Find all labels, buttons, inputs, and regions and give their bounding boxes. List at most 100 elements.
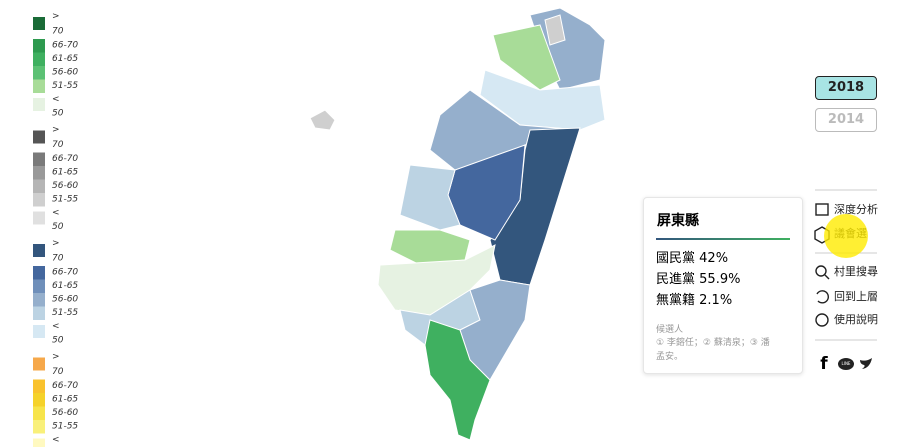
legend-label: < xyxy=(52,322,60,332)
icon xyxy=(815,265,827,277)
legend-swatch xyxy=(33,66,45,80)
candidates-label: 候選人 xyxy=(656,325,684,335)
result-row: 無黨籍 2.1% xyxy=(656,290,740,311)
legend-label: 51-55 xyxy=(52,195,78,205)
legend-swatch xyxy=(33,179,45,193)
info-card: 屏東縣 國民黨 42% 民進黨 55.9% 無黨籍 2.1% 候選人 ① 李鎔任；②… xyxy=(643,197,803,374)
menu-icons xyxy=(814,203,830,327)
county[interactable] xyxy=(309,109,336,131)
legend-swatch xyxy=(33,438,45,447)
legend-swatch xyxy=(33,420,45,434)
county[interactable] xyxy=(544,14,566,46)
counties xyxy=(309,7,606,441)
candidate-line: 孟安。 xyxy=(656,352,684,362)
legend-swatch xyxy=(33,39,45,53)
legend-swatch xyxy=(33,379,45,393)
legend-label: 66-70 xyxy=(52,154,78,164)
card-rule xyxy=(656,238,790,240)
year-button[interactable]: 2014 xyxy=(815,108,877,132)
year-button[interactable]: 2018 xyxy=(815,76,877,100)
county[interactable] xyxy=(424,319,491,441)
county[interactable] xyxy=(389,229,471,266)
legend-swatch xyxy=(33,211,45,225)
legend-label: < xyxy=(52,95,60,105)
legend-label: 50 xyxy=(52,336,64,346)
result-row: 民進黨 55.9% xyxy=(656,269,740,290)
result-row: 國民黨 42% xyxy=(656,248,740,269)
menu-item[interactable]: 村里搜尋 xyxy=(834,264,878,278)
legend-swatch xyxy=(33,52,45,66)
legend-label: 66-70 xyxy=(52,41,78,51)
county[interactable] xyxy=(399,164,461,231)
icon xyxy=(816,290,829,304)
candidate-line: ① 李鎔任；② 蘇清泉；③ 潘 xyxy=(656,338,770,348)
legend-label: 56-60 xyxy=(52,181,78,191)
legend-label: 66-70 xyxy=(52,381,78,391)
legend-swatch xyxy=(33,279,45,293)
legend-swatch xyxy=(33,244,45,257)
legend-label: 61-65 xyxy=(52,281,78,291)
legend-label: 50 xyxy=(52,109,64,119)
menu-item[interactable]: 使用說明 xyxy=(834,312,878,326)
legend-label: 51-55 xyxy=(52,81,78,91)
twitter-icon[interactable] xyxy=(860,358,872,369)
legend-label: 51-55 xyxy=(52,308,78,318)
card-title: 屏東縣 xyxy=(657,213,699,229)
candidates: ① 李鎔任；② 蘇清泉；③ 潘孟安。 xyxy=(656,336,770,364)
legend-label: 70 xyxy=(52,140,64,150)
share: 2.1% xyxy=(699,293,733,308)
icon xyxy=(815,203,829,216)
legend-label: 66-70 xyxy=(52,268,78,278)
party: 無黨籍 xyxy=(656,293,696,308)
county[interactable] xyxy=(492,24,561,91)
share: 42% xyxy=(699,251,729,266)
share: 55.9% xyxy=(699,272,741,287)
menu-item[interactable]: 回到上層 xyxy=(834,290,878,303)
legend-label: < xyxy=(52,208,60,218)
line-icon-text: LINE xyxy=(842,361,851,366)
legend-swatch xyxy=(33,193,45,207)
legend-label: 50 xyxy=(52,222,64,232)
icon xyxy=(824,274,830,280)
pointer-highlight xyxy=(824,214,868,258)
legend-label: 70 xyxy=(52,27,64,37)
legend-swatch xyxy=(33,166,45,180)
legend-label: 61-65 xyxy=(52,54,78,64)
legend-label: > xyxy=(52,12,60,22)
party: 民進黨 xyxy=(656,272,696,287)
legend-swatch xyxy=(33,152,45,166)
legend-label: < xyxy=(52,435,60,445)
legend-label: 70 xyxy=(52,254,64,264)
legend-swatch xyxy=(33,406,45,420)
legend-swatch xyxy=(33,293,45,307)
legend-label: 56-60 xyxy=(52,408,78,418)
facebook-icon[interactable]: f xyxy=(820,354,828,374)
legend-swatch xyxy=(33,325,45,338)
legend-swatch xyxy=(33,266,45,280)
legend-swatch xyxy=(33,357,45,371)
county[interactable] xyxy=(479,69,606,131)
legend-label: > xyxy=(52,125,60,135)
legend-swatch xyxy=(33,306,45,320)
legend-swatch xyxy=(33,17,45,30)
legend-label: 61-65 xyxy=(52,395,78,405)
legend-swatch xyxy=(33,130,45,144)
card-rows: 國民黨 42% 民進黨 55.9% 無黨籍 2.1% xyxy=(656,248,740,311)
legend-label: 61-65 xyxy=(52,168,78,178)
legend-label: 70 xyxy=(52,367,64,377)
legend-swatch xyxy=(33,79,45,93)
legend-label: > xyxy=(52,352,60,362)
menu-item[interactable]: 深度分析 xyxy=(834,202,878,216)
legend-label: > xyxy=(52,239,60,249)
legend-swatch xyxy=(33,98,45,111)
icon xyxy=(815,313,829,327)
legend-swatch xyxy=(33,393,45,407)
legend-label: 51-55 xyxy=(52,422,78,432)
legend: >70 66-70 61-65 56-60 51-55 <50 >70 66-70 61-65 5… xyxy=(33,12,78,447)
legend-label: 56-60 xyxy=(52,295,78,305)
legend-label: 56-60 xyxy=(52,68,78,78)
line-icon[interactable] xyxy=(838,358,854,370)
party: 國民黨 xyxy=(656,251,696,266)
